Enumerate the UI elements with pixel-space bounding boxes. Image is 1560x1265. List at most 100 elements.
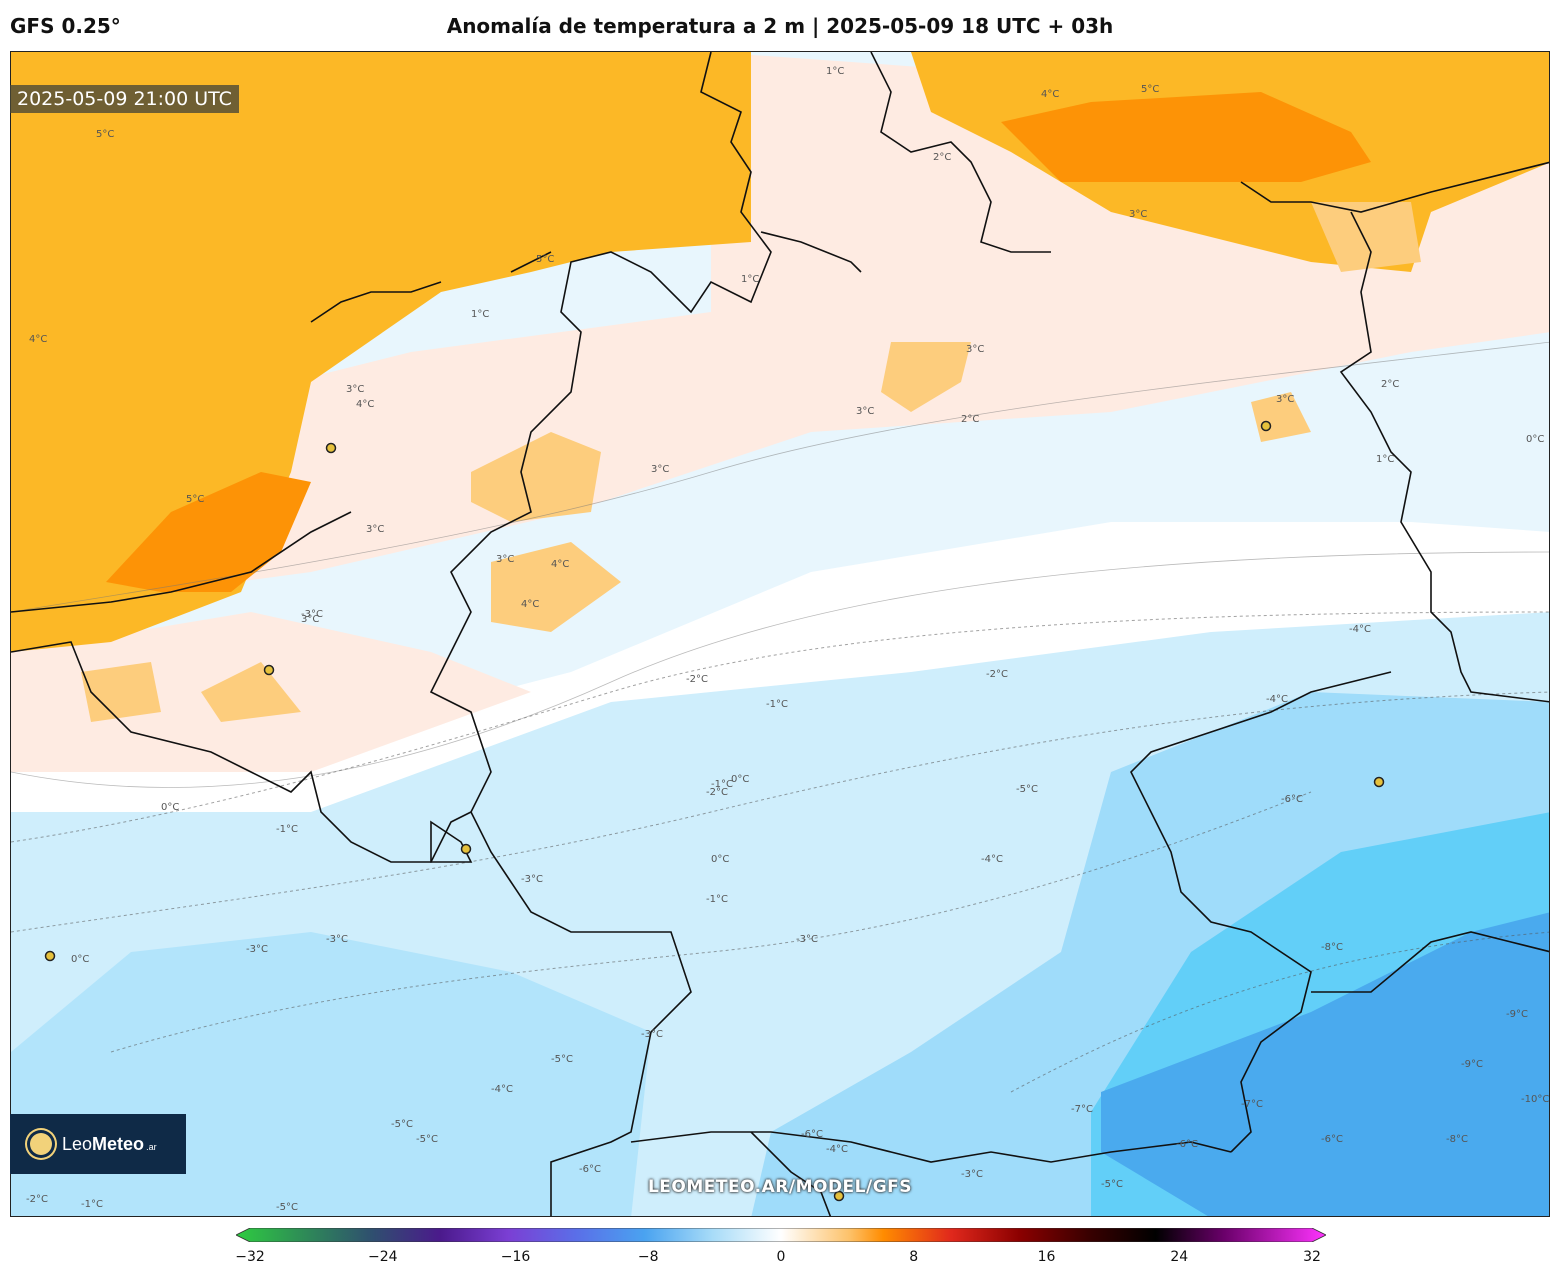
contour-label: 4°C (356, 399, 374, 410)
contour-label: -3°C (301, 609, 323, 620)
field-patch-e (201, 662, 301, 722)
contour-label: -7°C (1241, 1099, 1263, 1110)
contour-label: 0°C (1526, 434, 1544, 445)
field-warm-core-ne (1001, 92, 1371, 182)
contour-label: 5°C (536, 254, 554, 265)
valid-time-badge: 2025-05-09 21:00 UTC (10, 85, 239, 113)
contour-label: 5°C (186, 494, 204, 505)
contour-label: -1°C (276, 824, 298, 835)
colorbar-tick-label: 32 (1303, 1249, 1321, 1265)
leometeo-logo: Leo Meteo .ar (10, 1114, 186, 1174)
colorbar-tick-label: −16 (500, 1249, 531, 1265)
contour-label: -6°C (1321, 1134, 1343, 1145)
contour-label: -1°C (711, 779, 733, 790)
contour-label: 1°C (741, 274, 759, 285)
contour-label: 1°C (826, 66, 844, 77)
contour-label: -3°C (246, 944, 268, 955)
contour-label: -9°C (1506, 1009, 1528, 1020)
colorbar (236, 1228, 1326, 1242)
contour-label: -5°C (276, 1202, 298, 1213)
contour-label: 3°C (346, 384, 364, 395)
contour-label: 5°C (1141, 84, 1159, 95)
contour-label: -3°C (326, 934, 348, 945)
logo-word-2: Meteo (92, 1133, 145, 1154)
colorbar-tick-label: −32 (235, 1249, 265, 1265)
logo-word-1: Leo (62, 1133, 93, 1154)
contour-label: -1°C (81, 1199, 103, 1210)
contour-label: 2°C (961, 414, 979, 425)
contour-label: 0°C (161, 802, 179, 813)
contour-label: -4°C (1266, 694, 1288, 705)
contour-label: -5°C (1016, 784, 1038, 795)
field-warm-core-nw (106, 472, 311, 592)
contour-label: -6°C (801, 1129, 823, 1140)
field-cold-deep (1101, 912, 1549, 1216)
colorbar-tick-label: 24 (1170, 1249, 1189, 1265)
contour-label: -1°C (766, 699, 788, 710)
colorbar-tick-label: 8 (909, 1249, 919, 1265)
contour-label: -1°C (706, 894, 728, 905)
contour-label: 1°C (1376, 454, 1394, 465)
colorbar-bar (236, 1228, 1326, 1242)
map-title: Anomalía de temperatura a 2 m | 2025-05-… (446, 14, 1114, 38)
contour-label: 3°C (856, 406, 874, 417)
colorbar-tick-label: −24 (367, 1249, 398, 1265)
contour-label: 3°C (651, 464, 669, 475)
contour-label: 0°C (711, 854, 729, 865)
contour-lines (11, 611, 1549, 1093)
contour-label: -6°C (1281, 794, 1303, 805)
contour-label: -5°C (1101, 1179, 1123, 1190)
contour-label: -3°C (521, 874, 543, 885)
contour-label: -4°C (491, 1084, 513, 1095)
contour-label: 5°C (96, 129, 114, 140)
contour-label: -5°C (391, 1119, 413, 1130)
contour-label: -8°C (1446, 1134, 1468, 1145)
contour-label: -2°C (986, 669, 1008, 680)
contour-label: 4°C (551, 559, 569, 570)
contour-lines-solid (11, 341, 1549, 788)
field-patch-b (491, 542, 621, 632)
map-canvas: 1°C 1°C 1°C 1°C 2°C 2°C 2°C 3°C 3°C 3°C … (11, 52, 1549, 1216)
contour-label: 2°C (933, 152, 951, 163)
contour-label: 2°C (1381, 379, 1399, 390)
contour-label: 0°C (731, 774, 749, 785)
contour-label: 3°C (1276, 394, 1294, 405)
contour-label: 4°C (1041, 89, 1059, 100)
contour-label: -7°C (1071, 1104, 1093, 1115)
city-markers (44, 420, 1385, 1202)
colorbar-tick-label: 16 (1037, 1249, 1056, 1265)
contour-label: -2°C (706, 787, 728, 798)
field-warm-light-ne (1311, 202, 1421, 272)
contour-label: 3°C (366, 524, 384, 535)
contour-label: 3°C (966, 344, 984, 355)
logo-suffix: .ar (146, 1142, 157, 1152)
sun-icon (30, 1133, 52, 1155)
contour-label: 1°C (471, 309, 489, 320)
contour-label: -5°C (416, 1134, 438, 1145)
field-patch-d (81, 662, 161, 722)
contour-label: -9°C (1461, 1059, 1483, 1070)
contour-label: -8°C (1321, 942, 1343, 953)
contour-label-group: 1°C 1°C 1°C 1°C 2°C 2°C 2°C 3°C 3°C 3°C … (26, 66, 1549, 1213)
contour-label: 0°C (71, 954, 89, 965)
contour-label: -3°C (961, 1169, 983, 1180)
model-label: GFS 0.25° (10, 14, 121, 38)
colorbar-tick-label: −8 (637, 1249, 659, 1265)
contour-label: -4°C (981, 854, 1003, 865)
colorbar-tick-label: 0 (776, 1249, 786, 1265)
watermark: LEOMETEO.AR/MODEL/GFS (647, 1177, 913, 1197)
field-patch-a (471, 432, 601, 522)
contour-label: 3°C (1129, 209, 1147, 220)
contour-label: -6°C (579, 1164, 601, 1175)
contour-label: 3°C (301, 614, 319, 625)
coast-and-borders (11, 52, 1549, 1216)
contour-label: -6°C (1176, 1139, 1198, 1150)
contour-label: -2°C (686, 674, 708, 685)
contour-label: -4°C (1349, 624, 1371, 635)
contour-label: 4°C (521, 599, 539, 610)
contour-label: -3°C (796, 934, 818, 945)
field-patch-c (881, 342, 971, 412)
temperature-anomaly-map: 1°C 1°C 1°C 1°C 2°C 2°C 2°C 3°C 3°C 3°C … (10, 51, 1550, 1217)
contour-label: -3°C (641, 1029, 663, 1040)
contour-label: -10°C (1521, 1094, 1549, 1105)
